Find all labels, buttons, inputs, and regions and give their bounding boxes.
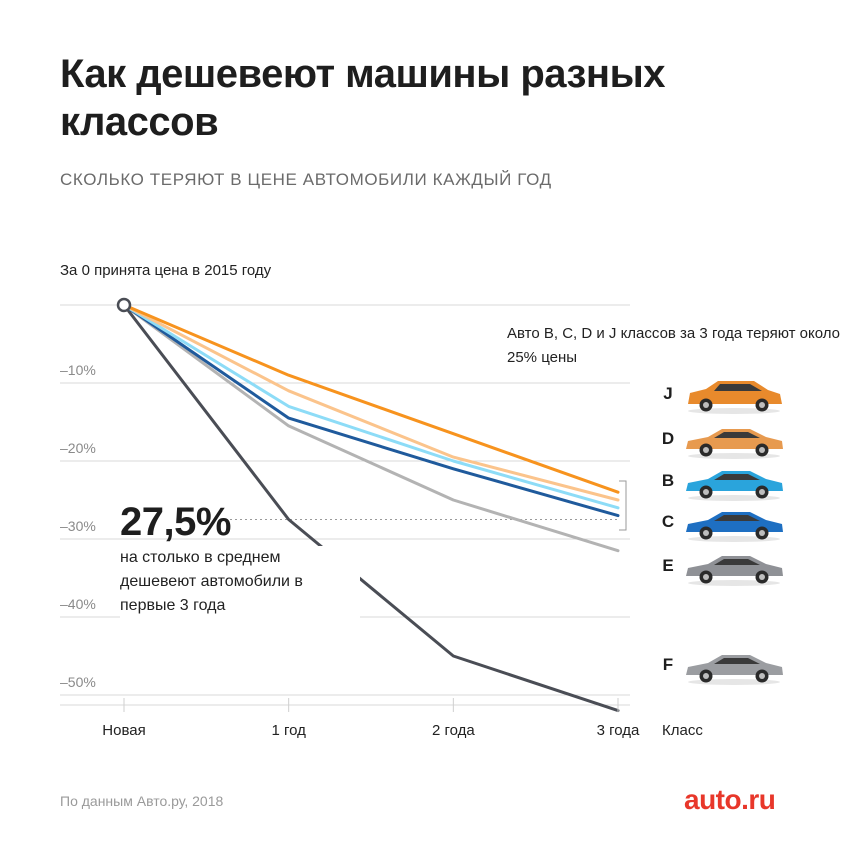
callout-text: на столько в среднем дешевеют автомобили… (120, 546, 360, 618)
series-line-F (122, 303, 620, 713)
series-line-J (122, 303, 620, 494)
car-icon-E (686, 556, 783, 586)
series-line-E (122, 303, 620, 553)
car-icon-D (686, 429, 783, 459)
car-icon-B (686, 471, 783, 501)
class-label-J: J (663, 384, 673, 403)
y-tick-label: –40% (60, 596, 96, 612)
class-group-note: Авто B, C, D и J классов за 3 года теряю… (507, 325, 841, 366)
source-note: По данным Авто.ру, 2018 (60, 793, 224, 809)
class-label-E: E (662, 556, 674, 575)
page-subtitle: СКОЛЬКО ТЕРЯЮТ В ЦЕНЕ АВТОМОБИЛИ КАЖДЫЙ … (60, 170, 552, 189)
class-label-D: D (661, 429, 675, 448)
series-line-B (122, 303, 620, 510)
x-tick-label: 3 года (597, 722, 640, 739)
car-icon-J (688, 381, 782, 414)
brand-logo: auto.ru (684, 784, 776, 815)
class-label-B: B (661, 471, 675, 490)
series-line-D (122, 303, 620, 502)
car-icon-C (686, 512, 783, 542)
class-label-F: F (662, 655, 674, 674)
origin-marker (116, 297, 132, 313)
chart-ticks: Новая 1 год 2 года 3 года (102, 698, 640, 739)
car-icon-F (686, 655, 783, 685)
class-label-C: C (661, 512, 675, 531)
y-tick-label: –10% (60, 362, 96, 378)
series-line-C (122, 303, 620, 518)
callout-value: 27,5% (120, 500, 231, 544)
x-tick-label: 2 года (432, 722, 475, 739)
car-icons (686, 381, 783, 685)
group-bracket (619, 480, 627, 531)
chart-series (116, 297, 627, 713)
baseline-note: За 0 принята цена в 2015 году (60, 262, 272, 279)
class-axis-label: Класс (662, 722, 703, 739)
y-tick-label: –50% (60, 674, 96, 690)
page-title: Как дешевеют машины разных классов (60, 52, 665, 144)
y-tick-label: –30% (60, 518, 96, 534)
x-tick-label: 1 год (271, 722, 306, 739)
x-tick-label: Новая (102, 722, 145, 739)
y-tick-label: –20% (60, 440, 96, 456)
